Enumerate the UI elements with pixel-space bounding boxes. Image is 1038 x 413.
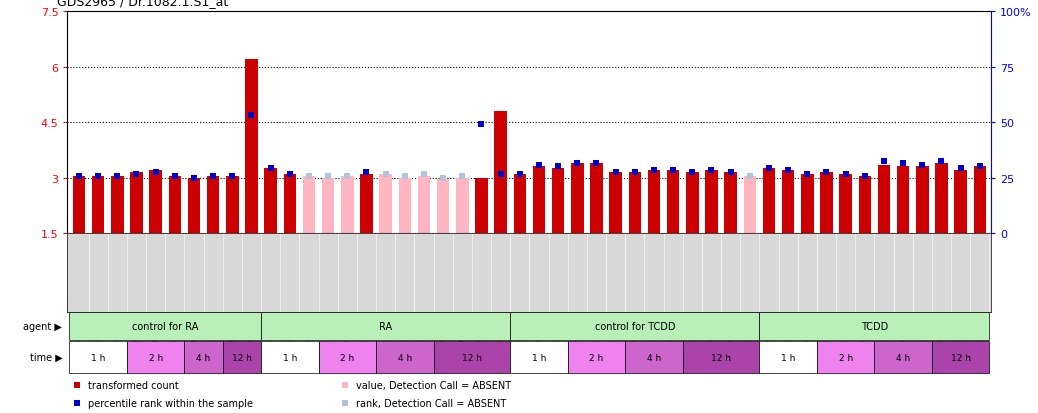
Text: 1 h: 1 h bbox=[282, 353, 297, 362]
Text: 12 h: 12 h bbox=[711, 353, 731, 362]
Text: 2 h: 2 h bbox=[590, 353, 603, 362]
Bar bbox=[743, 176, 756, 233]
Bar bbox=[782, 171, 794, 233]
Bar bbox=[149, 171, 162, 233]
Bar bbox=[111, 176, 124, 233]
Bar bbox=[625, 342, 683, 373]
Bar bbox=[591, 164, 603, 233]
Bar bbox=[70, 342, 127, 373]
Text: 2 h: 2 h bbox=[839, 353, 853, 362]
Bar bbox=[571, 164, 583, 233]
Text: value, Detection Call = ABSENT: value, Detection Call = ABSENT bbox=[356, 380, 511, 390]
Bar bbox=[683, 342, 760, 373]
Bar bbox=[399, 178, 411, 233]
Bar bbox=[322, 178, 334, 233]
Bar bbox=[801, 174, 814, 233]
Bar bbox=[223, 342, 261, 373]
Bar bbox=[935, 164, 948, 233]
Bar bbox=[207, 176, 219, 233]
Text: time ▶: time ▶ bbox=[29, 352, 62, 362]
Bar bbox=[552, 169, 565, 233]
Bar bbox=[917, 167, 929, 233]
Bar bbox=[226, 176, 239, 233]
Bar bbox=[494, 112, 507, 233]
Bar bbox=[725, 173, 737, 233]
Text: RA: RA bbox=[379, 321, 392, 331]
Text: 1 h: 1 h bbox=[531, 353, 546, 362]
Bar bbox=[303, 176, 316, 233]
Bar bbox=[817, 342, 874, 373]
Bar bbox=[514, 174, 526, 233]
Bar bbox=[874, 342, 932, 373]
Bar bbox=[760, 342, 817, 373]
Text: 12 h: 12 h bbox=[231, 353, 252, 362]
Text: 2 h: 2 h bbox=[340, 353, 354, 362]
Text: 1 h: 1 h bbox=[781, 353, 795, 362]
Text: TCDD: TCDD bbox=[861, 321, 887, 331]
Text: rank, Detection Call = ABSENT: rank, Detection Call = ABSENT bbox=[356, 398, 506, 408]
Bar bbox=[954, 171, 966, 233]
Bar bbox=[283, 174, 296, 233]
Text: 2 h: 2 h bbox=[148, 353, 163, 362]
Bar bbox=[245, 60, 257, 233]
Bar bbox=[840, 174, 852, 233]
Bar bbox=[376, 342, 434, 373]
Bar bbox=[261, 342, 319, 373]
Text: 12 h: 12 h bbox=[462, 353, 482, 362]
Bar bbox=[932, 342, 989, 373]
Text: 4 h: 4 h bbox=[398, 353, 412, 362]
Bar bbox=[261, 312, 511, 340]
Bar bbox=[188, 178, 200, 233]
Bar bbox=[475, 178, 488, 233]
Bar bbox=[878, 165, 891, 233]
Bar bbox=[185, 342, 223, 373]
Text: 1 h: 1 h bbox=[91, 353, 105, 362]
Text: transformed count: transformed count bbox=[88, 380, 179, 390]
Bar bbox=[168, 176, 181, 233]
Bar bbox=[127, 342, 185, 373]
Bar bbox=[437, 180, 449, 233]
Bar bbox=[511, 312, 760, 340]
Bar bbox=[609, 173, 622, 233]
Bar bbox=[820, 173, 832, 233]
Bar bbox=[763, 169, 775, 233]
Bar bbox=[70, 312, 261, 340]
Bar bbox=[360, 174, 373, 233]
Text: GDS2965 / Dr.1082.1.S1_at: GDS2965 / Dr.1082.1.S1_at bbox=[57, 0, 228, 8]
Text: control for TCDD: control for TCDD bbox=[595, 321, 675, 331]
Bar bbox=[666, 171, 679, 233]
Bar bbox=[629, 173, 641, 233]
Text: percentile rank within the sample: percentile rank within the sample bbox=[88, 398, 253, 408]
Bar bbox=[342, 176, 354, 233]
Text: 4 h: 4 h bbox=[196, 353, 211, 362]
Bar bbox=[705, 171, 717, 233]
Bar bbox=[532, 167, 545, 233]
Bar bbox=[897, 167, 909, 233]
Bar bbox=[858, 176, 871, 233]
Bar bbox=[456, 178, 468, 233]
Bar bbox=[319, 342, 376, 373]
Bar bbox=[568, 342, 625, 373]
Bar bbox=[686, 173, 699, 233]
Bar bbox=[130, 173, 142, 233]
Bar bbox=[92, 176, 105, 233]
Bar bbox=[417, 176, 430, 233]
Text: 12 h: 12 h bbox=[951, 353, 971, 362]
Bar bbox=[434, 342, 511, 373]
Text: 4 h: 4 h bbox=[896, 353, 910, 362]
Bar bbox=[73, 176, 85, 233]
Text: 4 h: 4 h bbox=[647, 353, 661, 362]
Bar bbox=[380, 174, 392, 233]
Bar bbox=[648, 171, 660, 233]
Bar bbox=[265, 169, 277, 233]
Text: control for RA: control for RA bbox=[132, 321, 198, 331]
Bar bbox=[974, 167, 986, 233]
Bar bbox=[760, 312, 989, 340]
Bar bbox=[511, 342, 568, 373]
Text: agent ▶: agent ▶ bbox=[24, 321, 62, 331]
